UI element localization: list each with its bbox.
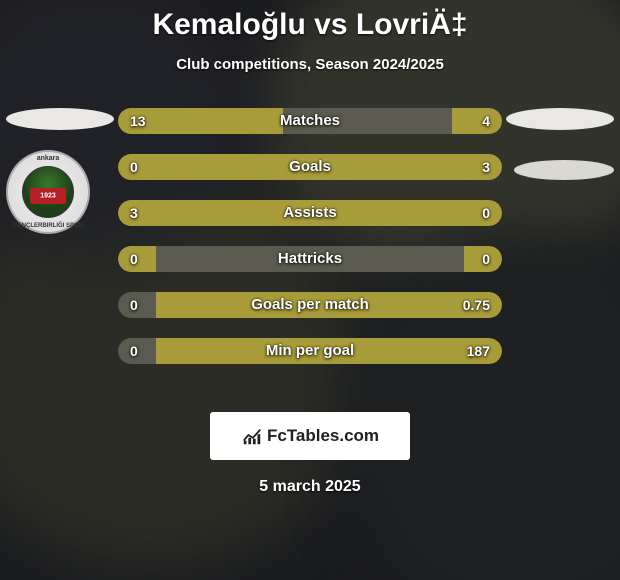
right-team-ellipse-icon	[514, 160, 614, 180]
date-label: 5 march 2025	[0, 478, 620, 496]
badge-year: 1923	[40, 193, 56, 200]
right-team-column	[506, 108, 614, 180]
stat-bar-left	[118, 246, 156, 272]
stat-bar-right	[464, 246, 502, 272]
stat-row: 03Goals	[118, 154, 502, 180]
stat-bar-right	[156, 292, 502, 318]
badge-bottom-text: GENÇLERBIRLIĞI SPOR	[8, 223, 88, 229]
comparison-area: ankara 1923 GENÇLERBIRLIĞI SPOR 134Match…	[0, 108, 620, 408]
stat-bar-left	[118, 108, 283, 134]
badge-inner-icon: 1923	[22, 166, 74, 218]
left-team-badge-icon: ankara 1923 GENÇLERBIRLIĞI SPOR	[6, 150, 90, 234]
right-team-ellipse-icon	[506, 108, 614, 130]
container: Kemaloğlu vs LovriÄ‡ Club competitions, …	[0, 0, 620, 580]
stat-bar-right	[156, 338, 502, 364]
stat-row: 0187Min per goal	[118, 338, 502, 364]
stat-row: 00.75Goals per match	[118, 292, 502, 318]
left-team-ellipse-icon	[6, 108, 114, 130]
stat-row: 30Assists	[118, 200, 502, 226]
stat-bar-right	[452, 108, 502, 134]
stat-row: 134Matches	[118, 108, 502, 134]
stat-row: 00Hattricks	[118, 246, 502, 272]
badge-top-text: ankara	[8, 155, 88, 162]
site-name: FcTables.com	[267, 426, 379, 446]
page-title: Kemaloğlu vs LovriÄ‡	[0, 0, 620, 42]
subtitle: Club competitions, Season 2024/2025	[0, 56, 620, 73]
site-logo: FcTables.com	[210, 412, 410, 460]
chart-icon	[241, 425, 263, 447]
stat-bar-left	[118, 200, 464, 226]
stat-bar-left	[118, 154, 156, 180]
left-team-column: ankara 1923 GENÇLERBIRLIĞI SPOR	[6, 108, 114, 234]
stat-bar-right	[156, 154, 502, 180]
stat-bars: 134Matches 03Goals 30Assists 00Hattricks 00.…	[118, 108, 502, 384]
stat-bar-right	[464, 200, 502, 226]
